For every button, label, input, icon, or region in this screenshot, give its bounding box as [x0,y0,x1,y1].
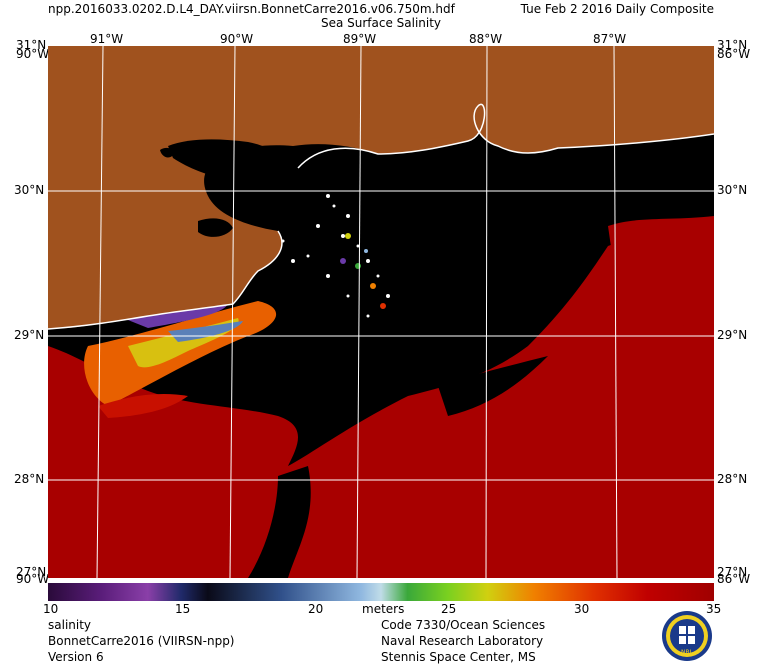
composite-date: Tue Feb 2 2016 Daily Composite [520,2,714,16]
nodata-gap [248,466,311,578]
footer-dataset: BonnetCarre2016 (VIIRSN-npp) [48,634,235,648]
colorbar-tick-15: 15 [175,602,191,616]
plume-blue [168,321,243,342]
lon-label-87w: 87°W [593,32,627,46]
footer-org-location: Stennis Space Center, MS [381,650,536,664]
salinity-map [48,46,714,578]
colorbar-tick-10: 10 [43,602,59,616]
product-title: Sea Surface Salinity [320,16,442,30]
file-name: npp.2016033.0202.D.L4_DAY.viirsn.BonnetC… [48,2,455,16]
colorbar-tick-30: 30 [574,602,590,616]
lon-label-91w: 91°W [90,32,124,46]
lat-label-28n-left: 28°N [14,472,45,486]
lake-borgne [198,218,233,237]
colorbar [48,583,714,601]
corner-top-left-lat: 31°N [16,38,47,52]
footer-org-name: Naval Research Laboratory [381,634,544,648]
corner-bottom-right-lat: 27°N [717,565,748,579]
corner-bottom-right-lon: 86°W [717,572,751,586]
lat-label-30n-right: 30°N [717,183,748,197]
nodata-gap-2 [438,356,548,416]
coastline [48,103,714,330]
lat-label-28n-right: 28°N [717,472,748,486]
high-salinity-region [48,221,714,578]
corner-bottom-left-lat: 27°N [16,565,47,579]
corner-bottom-left-lon: 90°W [16,572,50,586]
footer-variable: salinity [48,618,92,632]
delta-plume-colors [340,233,386,309]
colorbar-tick-25: 25 [441,602,457,616]
plume-red-lower [98,394,188,418]
lon-label-90w: 90°W [220,32,254,46]
colorbar-units: meters [362,602,405,616]
lake-pontchartrain [168,139,298,183]
lake-maurepas [160,147,174,158]
footer-version: Version 6 [48,650,104,664]
corner-top-right-lon: 86°W [717,47,751,61]
corner-top-left-lon: 90°W [16,47,50,61]
corner-top-right-lat: 31°N [717,38,748,52]
land-mass [48,46,714,329]
svg-text:NRL: NRL [681,649,694,656]
nrl-seal-icon: NRL [662,611,712,661]
colorbar-tick-35: 35 [706,602,722,616]
lat-label-30n-left: 30°N [14,183,45,197]
lat-label-29n-left: 29°N [14,328,45,342]
lon-label-88w: 88°W [469,32,503,46]
lat-label-29n-right: 29°N [717,328,748,342]
delta-marsh [281,194,390,318]
graticule [48,46,714,578]
footer-org-code: Code 7330/Ocean Sciences [381,618,546,632]
offshore-red-patch [608,216,714,336]
lon-label-89w: 89°W [343,32,377,46]
plume-purple [118,304,228,328]
colorbar-tick-20: 20 [308,602,324,616]
